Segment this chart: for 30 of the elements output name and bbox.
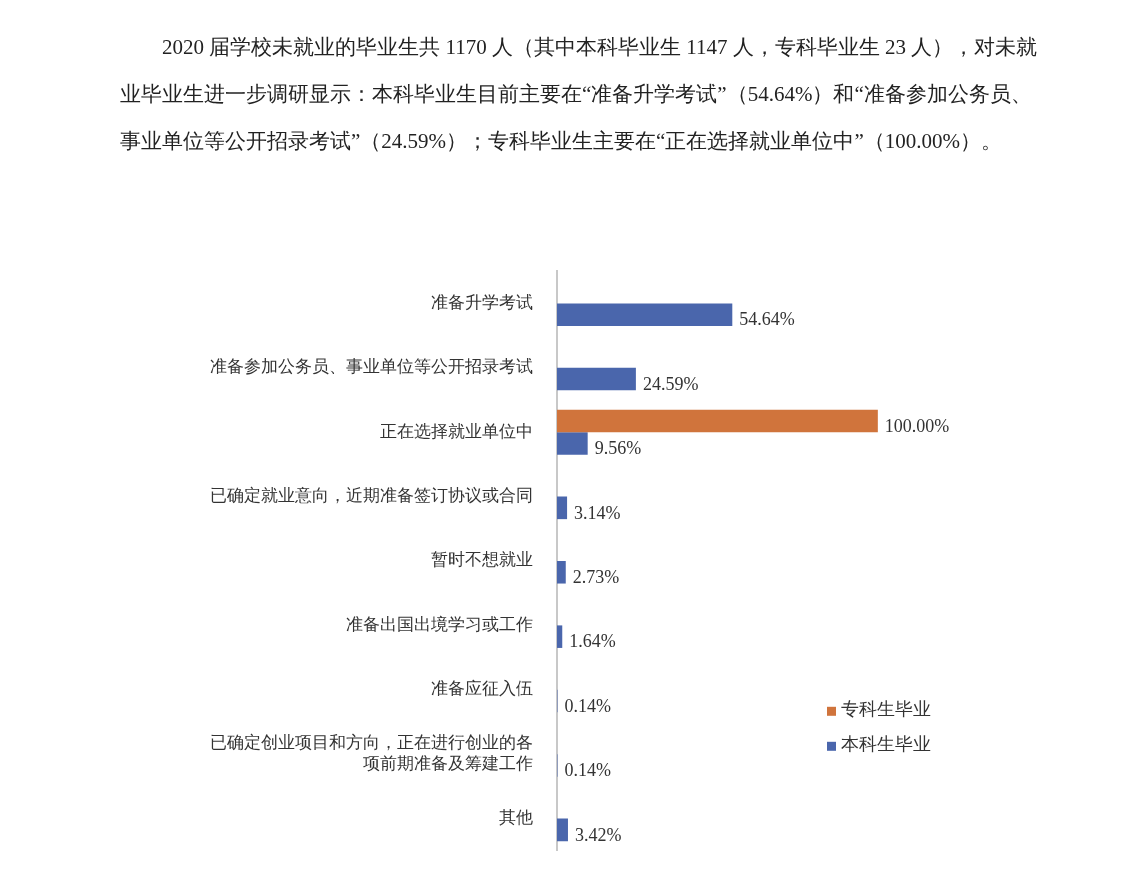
data-label: 0.14% (564, 695, 611, 716)
bar (557, 303, 733, 326)
y-tick-label: 准备升学考试 (431, 291, 533, 312)
data-label: 100.00% (884, 415, 950, 436)
y-tick-label: 正在选择就业单位中 (380, 420, 533, 441)
data-label: 54.64% (739, 309, 795, 330)
bar (557, 496, 568, 520)
bar (557, 409, 878, 433)
data-label: 3.42% (574, 824, 622, 845)
text: 2020 届学校未就业的毕业生共 1170 人（其中本科毕业生 1147 人，专科毕业生 23 人），对未就业毕业生进一步调研显示：本科毕业生目前主要在“准备升学考试”（54.64%）和“准备参加公务员、事业单位等公开招录考试”（24.59%）；专科毕业生主要在“正在选择就业单位中”（100.00%）。 (120, 34, 1039, 155)
data-label: 24.59% (642, 373, 699, 394)
bar (557, 367, 636, 391)
y-tick-label: 准备应征入伍 (431, 678, 533, 699)
bar (557, 818, 568, 842)
data-label: 3.14% (574, 502, 621, 523)
y-tick-label: 暂时不想就业 (431, 549, 533, 570)
legend-label: 本科生毕业 (841, 733, 931, 755)
y-tick-label: 已确定就业意向，近期准备签订协议或合同 (210, 485, 533, 506)
bar (557, 625, 563, 648)
data-label: 2.73% (572, 567, 620, 587)
bar (557, 561, 566, 584)
y-tick-label: 其他 (499, 807, 533, 828)
bar (557, 432, 588, 455)
y-tick-label: 已确定创业项目和方向，正在进行创业的各项前期准备及筹建工作 (210, 732, 533, 773)
y-tick-label: 准备出国出境学习或工作 (346, 613, 533, 634)
data-label: 9.56% (594, 438, 642, 459)
data-label: 1.64% (569, 631, 616, 652)
y-tick-label: 准备参加公务员、事业单位等公开招录考试 (210, 356, 533, 377)
legend-label: 专科生毕业 (841, 698, 931, 720)
data-label: 0.14% (564, 760, 611, 781)
